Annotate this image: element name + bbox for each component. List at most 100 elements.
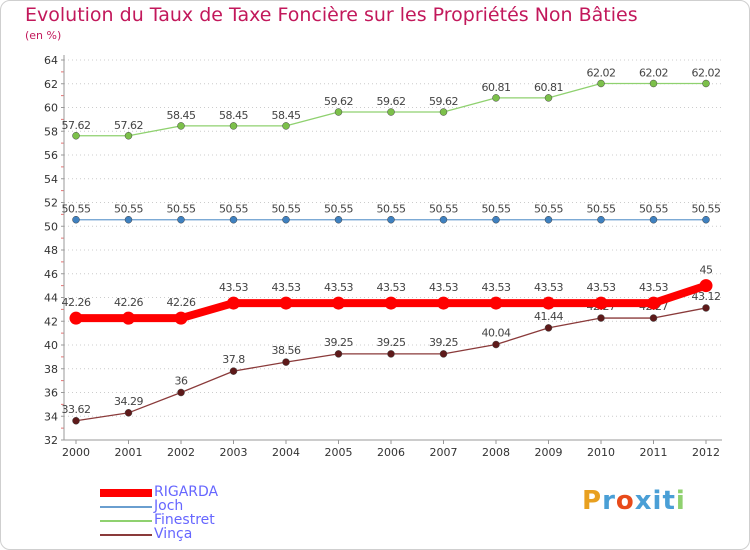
data-label-joch: 50.55 — [167, 203, 196, 216]
data-point-vina — [597, 314, 605, 322]
data-label-joch: 50.55 — [429, 203, 458, 216]
legend-item-finestret: Finestret — [100, 512, 300, 528]
y-tick-label: 58 — [44, 125, 58, 138]
data-label-vina: 36 — [175, 375, 188, 388]
legend-swatch-joch — [100, 506, 152, 508]
y-tick-label: 46 — [44, 268, 58, 281]
data-label-joch: 50.55 — [114, 203, 143, 216]
data-point-joch — [124, 215, 133, 224]
data-label-vina: 39.25 — [377, 336, 406, 349]
y-tick-label: 64 — [44, 54, 58, 67]
data-label-vina: 40.04 — [482, 327, 511, 340]
data-point-rigarda — [699, 279, 713, 293]
data-point-rigarda — [437, 296, 450, 310]
data-point-rigarda — [69, 311, 83, 325]
data-label-vina: 43.12 — [692, 290, 721, 303]
y-tick-label: 44 — [44, 292, 58, 305]
data-point-joch — [334, 215, 343, 224]
data-point-rigarda — [647, 296, 660, 310]
data-point-joch — [544, 215, 553, 224]
data-point-finestret — [334, 108, 343, 116]
data-point-finestret — [177, 122, 185, 130]
series-line-vina — [75, 307, 707, 422]
data-label-rigarda: 43.53 — [534, 281, 563, 294]
data-label-rigarda: 43.53 — [324, 281, 353, 294]
y-tick-label: 54 — [44, 173, 58, 186]
proxiti-logo: Proxiti — [582, 486, 686, 516]
data-point-rigarda — [489, 296, 503, 310]
y-tick-label: 60 — [44, 102, 58, 115]
data-label-finestret: 59.62 — [377, 95, 406, 108]
y-tick-label: 62 — [44, 78, 58, 91]
logo-letter: i — [652, 486, 663, 516]
data-label-joch: 50.55 — [482, 203, 511, 216]
y-tick-label: 52 — [44, 197, 58, 210]
data-label-joch: 50.55 — [377, 203, 406, 216]
logo-letter: i — [675, 486, 686, 516]
data-point-vina — [334, 350, 343, 358]
legend-swatch-vinca — [100, 534, 152, 536]
legend-label-vinca: Vinça — [154, 526, 193, 542]
data-label-vina: 37.8 — [222, 353, 245, 366]
data-point-vina — [229, 367, 238, 375]
x-tick-label: 2002 — [167, 446, 195, 459]
data-point-rigarda — [332, 296, 345, 310]
data-label-joch: 50.55 — [534, 203, 563, 216]
data-label-joch: 50.55 — [272, 203, 301, 216]
data-label-joch: 50.55 — [62, 203, 91, 216]
data-point-rigarda — [279, 296, 293, 310]
data-point-vina — [282, 358, 290, 366]
y-tick-label: 36 — [44, 387, 58, 400]
x-tick-label: 2004 — [272, 446, 300, 459]
data-label-finestret: 62.02 — [692, 67, 721, 80]
data-point-finestret — [597, 79, 605, 88]
y-tick-label: 32 — [44, 434, 58, 447]
data-label-vina: 33.62 — [62, 403, 91, 416]
x-tick-label: 2011 — [640, 446, 668, 459]
chart-subtitle: (en %) — [25, 29, 62, 42]
logo-letter: o — [615, 486, 635, 516]
x-tick-label: 2005 — [325, 446, 353, 459]
logo-letter: P — [582, 486, 603, 516]
y-tick-label: 34 — [44, 410, 58, 423]
data-point-vina — [124, 409, 133, 417]
data-point-finestret — [387, 108, 395, 116]
legend-label-finestret: Finestret — [154, 512, 215, 528]
data-label-vina: 39.25 — [429, 336, 458, 349]
data-label-vina: 38.56 — [272, 344, 301, 357]
legend-item-vinca: Vinça — [100, 526, 300, 542]
data-point-rigarda — [594, 296, 608, 310]
data-label-rigarda: 42.26 — [167, 296, 196, 309]
data-point-joch — [72, 215, 80, 224]
logo-letter: t — [662, 486, 676, 516]
data-point-rigarda — [174, 311, 188, 325]
data-label-finestret: 59.62 — [324, 95, 353, 108]
legend-swatch-rigarda — [100, 489, 152, 497]
data-point-vina — [649, 314, 658, 322]
data-point-vina — [544, 324, 553, 332]
chart-title: Evolution du Taux de Taxe Foncière sur l… — [25, 4, 638, 26]
data-label-finestret: 58.45 — [219, 109, 248, 122]
data-label-rigarda: 43.53 — [429, 281, 458, 294]
data-point-joch — [492, 215, 500, 224]
data-label-finestret: 57.62 — [114, 119, 143, 132]
data-label-rigarda: 42.26 — [62, 296, 91, 309]
data-label-finestret: 58.45 — [272, 109, 301, 122]
data-label-finestret: 60.81 — [482, 81, 511, 94]
legend-item-rigarda: RIGARDA — [100, 484, 300, 500]
data-label-rigarda: 43.53 — [219, 281, 248, 294]
data-label-rigarda: 43.53 — [482, 281, 511, 294]
x-tick-label: 2009 — [535, 446, 563, 459]
data-label-rigarda: 43.53 — [587, 281, 616, 294]
data-label-finestret: 58.45 — [167, 109, 196, 122]
data-label-finestret: 59.62 — [429, 95, 458, 108]
data-point-rigarda — [542, 296, 555, 310]
data-label-finestret: 60.81 — [534, 81, 563, 94]
data-point-finestret — [124, 132, 133, 140]
x-tick-label: 2006 — [377, 446, 405, 459]
data-label-joch: 50.55 — [324, 203, 353, 216]
data-label-joch: 50.55 — [692, 203, 721, 216]
data-point-vina — [702, 304, 710, 312]
data-point-joch — [649, 215, 658, 224]
